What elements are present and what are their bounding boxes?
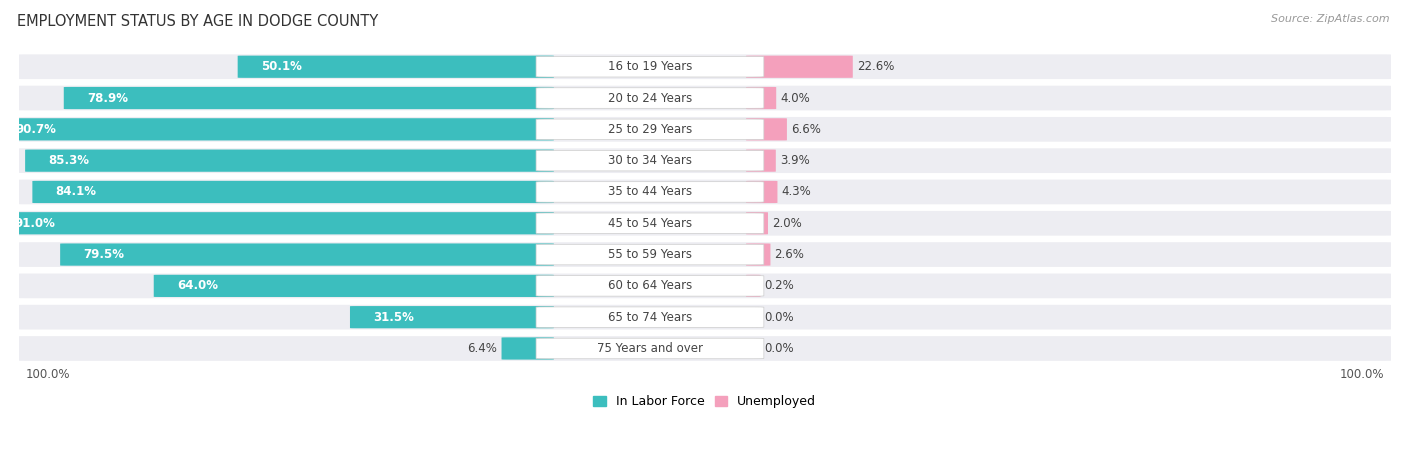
Text: 35 to 44 Years: 35 to 44 Years — [607, 185, 692, 198]
Text: 16 to 19 Years: 16 to 19 Years — [607, 60, 692, 73]
Text: 22.6%: 22.6% — [856, 60, 894, 73]
FancyBboxPatch shape — [536, 276, 763, 296]
FancyBboxPatch shape — [747, 181, 778, 203]
FancyBboxPatch shape — [18, 305, 1391, 330]
Text: EMPLOYMENT STATUS BY AGE IN DODGE COUNTY: EMPLOYMENT STATUS BY AGE IN DODGE COUNTY — [17, 14, 378, 28]
FancyBboxPatch shape — [60, 244, 554, 266]
FancyBboxPatch shape — [32, 181, 554, 203]
FancyBboxPatch shape — [747, 150, 776, 172]
Text: 75 Years and over: 75 Years and over — [598, 342, 703, 355]
FancyBboxPatch shape — [63, 87, 554, 109]
FancyBboxPatch shape — [18, 117, 1391, 142]
Text: 6.4%: 6.4% — [468, 342, 498, 355]
FancyBboxPatch shape — [0, 212, 554, 235]
Text: 100.0%: 100.0% — [1340, 368, 1384, 381]
Text: Source: ZipAtlas.com: Source: ZipAtlas.com — [1271, 14, 1389, 23]
FancyBboxPatch shape — [536, 56, 763, 77]
FancyBboxPatch shape — [536, 213, 763, 234]
Text: 0.0%: 0.0% — [763, 342, 793, 355]
Text: 0.0%: 0.0% — [763, 311, 793, 324]
Text: 4.3%: 4.3% — [782, 185, 811, 198]
FancyBboxPatch shape — [18, 86, 1391, 110]
Text: 20 to 24 Years: 20 to 24 Years — [607, 92, 692, 105]
FancyBboxPatch shape — [18, 148, 1391, 173]
FancyBboxPatch shape — [536, 150, 763, 171]
FancyBboxPatch shape — [18, 242, 1391, 267]
FancyBboxPatch shape — [0, 118, 554, 140]
Text: 2.0%: 2.0% — [772, 217, 801, 230]
Text: 84.1%: 84.1% — [56, 185, 97, 198]
FancyBboxPatch shape — [18, 211, 1391, 235]
FancyBboxPatch shape — [747, 118, 787, 140]
FancyBboxPatch shape — [747, 212, 768, 235]
FancyBboxPatch shape — [536, 119, 763, 140]
FancyBboxPatch shape — [25, 150, 554, 172]
Text: 90.7%: 90.7% — [15, 123, 56, 136]
FancyBboxPatch shape — [238, 55, 554, 78]
Text: 31.5%: 31.5% — [374, 311, 415, 324]
Text: 6.6%: 6.6% — [792, 123, 821, 136]
Text: 30 to 34 Years: 30 to 34 Years — [607, 154, 692, 167]
Legend: In Labor Force, Unemployed: In Labor Force, Unemployed — [593, 395, 817, 408]
FancyBboxPatch shape — [18, 179, 1391, 204]
Text: 0.2%: 0.2% — [765, 279, 794, 292]
Text: 50.1%: 50.1% — [262, 60, 302, 73]
Text: 85.3%: 85.3% — [48, 154, 90, 167]
Text: 45 to 54 Years: 45 to 54 Years — [607, 217, 692, 230]
FancyBboxPatch shape — [350, 306, 554, 328]
Text: 2.6%: 2.6% — [775, 248, 804, 261]
Text: 4.0%: 4.0% — [780, 92, 810, 105]
FancyBboxPatch shape — [502, 337, 554, 359]
FancyBboxPatch shape — [18, 55, 1391, 79]
Text: 25 to 29 Years: 25 to 29 Years — [607, 123, 692, 136]
Text: 60 to 64 Years: 60 to 64 Years — [607, 279, 692, 292]
FancyBboxPatch shape — [536, 88, 763, 108]
Text: 91.0%: 91.0% — [14, 217, 55, 230]
FancyBboxPatch shape — [536, 244, 763, 265]
Text: 64.0%: 64.0% — [177, 279, 218, 292]
FancyBboxPatch shape — [747, 275, 761, 297]
Text: 78.9%: 78.9% — [87, 92, 128, 105]
FancyBboxPatch shape — [18, 336, 1391, 361]
FancyBboxPatch shape — [536, 182, 763, 202]
FancyBboxPatch shape — [747, 87, 776, 109]
Text: 100.0%: 100.0% — [25, 368, 70, 381]
FancyBboxPatch shape — [747, 244, 770, 266]
FancyBboxPatch shape — [153, 275, 554, 297]
Text: 55 to 59 Years: 55 to 59 Years — [607, 248, 692, 261]
FancyBboxPatch shape — [536, 338, 763, 359]
Text: 79.5%: 79.5% — [83, 248, 125, 261]
Text: 65 to 74 Years: 65 to 74 Years — [607, 311, 692, 324]
Text: 3.9%: 3.9% — [780, 154, 810, 167]
FancyBboxPatch shape — [747, 55, 853, 78]
FancyBboxPatch shape — [18, 273, 1391, 298]
FancyBboxPatch shape — [536, 307, 763, 327]
